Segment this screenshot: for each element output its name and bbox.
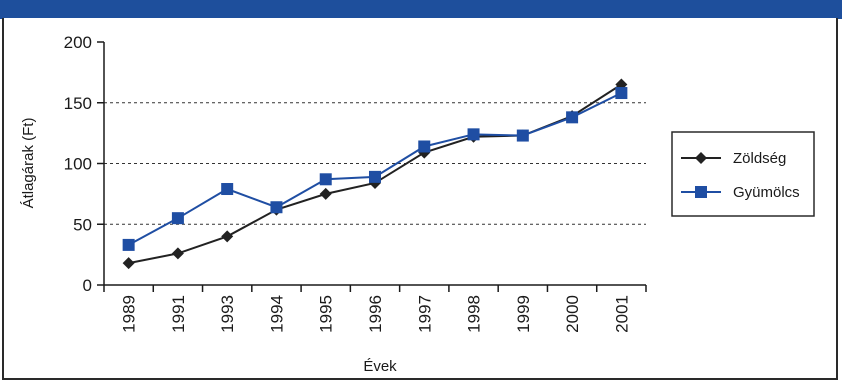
x-axis-title: Évek xyxy=(363,358,397,375)
data-point xyxy=(566,111,579,124)
x-tick-label: 1996 xyxy=(366,295,385,333)
x-tick-label: 1991 xyxy=(169,295,188,333)
x-tick-label: 1998 xyxy=(465,295,484,333)
x-tick-label: 2000 xyxy=(563,295,582,333)
legend: Zöldség Gyümölcs xyxy=(671,131,815,217)
data-point xyxy=(122,257,135,270)
data-point xyxy=(270,201,283,214)
gridlines xyxy=(104,102,646,225)
y-tick-label: 0 xyxy=(83,276,92,295)
y-tick-label: 50 xyxy=(73,215,92,234)
data-point xyxy=(221,230,234,243)
data-point xyxy=(467,128,480,141)
data-point xyxy=(615,87,628,100)
legend-label-zoldseg: Zöldség xyxy=(733,150,786,167)
legend-item-zoldseg: Zöldség xyxy=(681,150,786,167)
square-marker-icon xyxy=(695,186,707,198)
x-tick-label: 1999 xyxy=(514,295,533,333)
series-gyumolcs xyxy=(122,87,628,251)
y-axis-title: Átlagárak (Ft) xyxy=(20,118,37,209)
data-point xyxy=(171,212,184,225)
y-tick-label: 150 xyxy=(64,94,92,113)
y-axis-ticks: 0 50 100 150 200 xyxy=(64,33,104,295)
data-point xyxy=(171,247,184,260)
x-tick-label: 1995 xyxy=(317,295,336,333)
header-band xyxy=(0,0,842,19)
data-point xyxy=(319,187,332,200)
y-tick-label: 100 xyxy=(64,155,92,174)
diamond-marker-icon xyxy=(695,152,707,164)
x-axis-ticks: 1989 1991 1993 1994 1995 1996 1997 1998 1999 2000… xyxy=(103,285,647,333)
data-point xyxy=(319,173,332,186)
data-point xyxy=(369,170,381,183)
legend-label-gyumolcs: Gyümölcs xyxy=(733,184,800,201)
data-point xyxy=(418,140,431,153)
series-layer xyxy=(122,78,628,270)
legend-item-gyumolcs: Gyümölcs xyxy=(681,184,800,201)
series-line xyxy=(128,92,622,246)
x-tick-label: 1989 xyxy=(120,295,139,333)
data-point xyxy=(122,238,135,251)
x-tick-label: 1994 xyxy=(267,295,286,333)
x-tick-label: 2001 xyxy=(612,295,631,333)
legend-box xyxy=(671,131,815,217)
data-point xyxy=(221,183,234,196)
x-tick-label: 1993 xyxy=(218,295,237,333)
data-point xyxy=(516,129,529,142)
x-tick-label: 1997 xyxy=(415,295,434,333)
y-tick-label: 200 xyxy=(64,33,92,52)
